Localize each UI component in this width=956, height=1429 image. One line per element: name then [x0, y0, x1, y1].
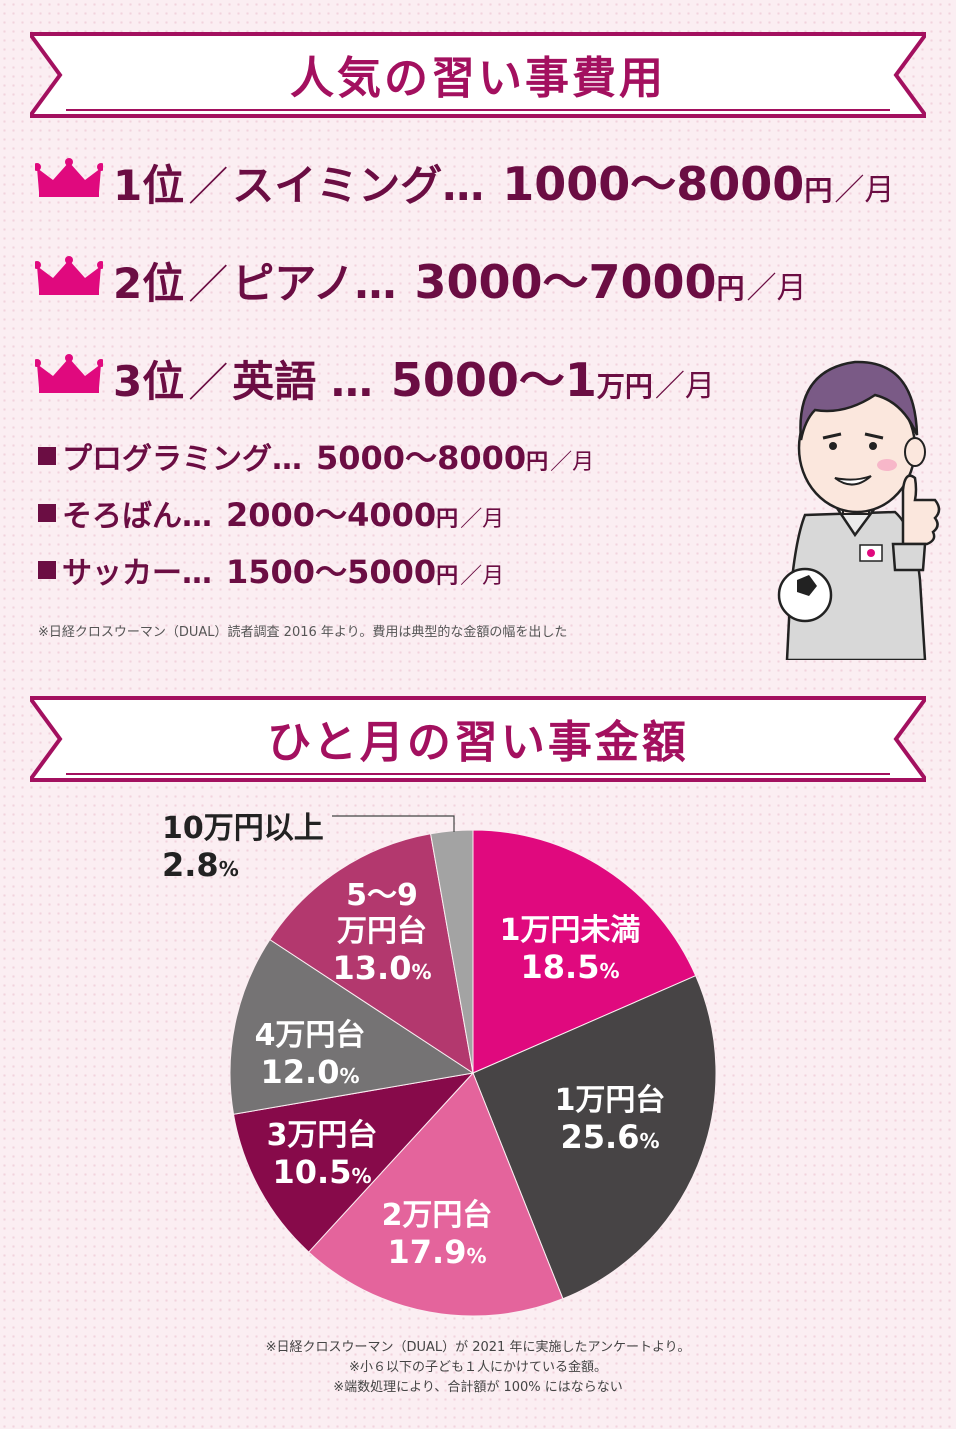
crown-icon [35, 158, 103, 197]
pie-slice [308, 1072, 564, 1317]
lesson-name: スイミング… [232, 161, 485, 210]
slice-label: 5～9 万円台 13.0% [333, 878, 432, 987]
section2-title: ひと月の習い事金額 [267, 717, 689, 768]
rank-separator: ／ [188, 262, 229, 308]
rank-row: 1位／スイミング… 1000～8000 円／月 [35, 148, 895, 211]
price-unit: 円 [436, 507, 459, 532]
survey-note: ※日経クロスウーマン（DUAL）読者調査 2016 年より。費用は典型的な金額の… [38, 625, 568, 640]
rank-label: 1位 [113, 161, 185, 210]
price-unit: 円 [436, 564, 459, 589]
footnote-3: ※端数処理により、合計額が 100% にはならない [333, 1380, 623, 1395]
price-period: ／月 [746, 271, 807, 306]
pie-slice [430, 829, 474, 1074]
leader-line [332, 815, 455, 832]
footnote-1: ※日経クロスウーマン（DUAL）が 2021 年に実施したアンケートより。 [265, 1340, 691, 1355]
price-period: ／月 [834, 173, 895, 208]
rank-separator: ／ [188, 360, 229, 406]
boy-thumbs-up-illustration [777, 360, 941, 660]
rank-separator: ／ [188, 164, 229, 210]
footnote-2: ※小６以下の子ども１人にかけている金額。 [349, 1360, 607, 1375]
section2-banner: ひと月の習い事金額 [30, 694, 926, 784]
lesson-name: プログラミング… [62, 442, 302, 477]
slice-label: 4万円台 12.0% [255, 1018, 366, 1091]
lesson-name: サッカー… [62, 556, 212, 591]
price-period: ／月 [550, 450, 595, 475]
crown-icon [35, 256, 103, 295]
price-range: 5000～1 [390, 353, 597, 407]
price-range: 5000～8000 [316, 439, 527, 477]
price-unit: 円 [526, 450, 549, 475]
price-period: ／月 [654, 369, 715, 404]
item-row: プログラミング… 5000～8000 円／月 [38, 433, 594, 479]
ribbon-banner-shape [30, 696, 926, 782]
price-range: 1500～5000 [226, 553, 437, 591]
footnotes: ※日経クロスウーマン（DUAL）が 2021 年に実施したアンケートより。 ※小… [0, 1338, 956, 1398]
bullet-square-icon [38, 504, 56, 522]
price-unit: 円 [716, 272, 745, 305]
lesson-name: そろばん… [62, 499, 212, 534]
lesson-name: 英語 … [232, 357, 373, 406]
price-period: ／月 [460, 507, 505, 532]
pie-slice [472, 975, 717, 1300]
rank-label: 2位 [113, 259, 185, 308]
rank-label: 3位 [113, 357, 185, 406]
price-range: 2000～4000 [226, 496, 437, 534]
item-row: サッカー… 1500～5000 円／月 [38, 547, 504, 593]
slice-label: 2万円台 17.9% [382, 1198, 493, 1271]
pie-slice [232, 1072, 475, 1253]
pie-slice [229, 938, 475, 1115]
section1-banner: 人気の習い事費用 [30, 30, 926, 120]
crown-icon [35, 354, 103, 393]
slice-label: 10万円以上 2.8% [162, 811, 324, 884]
pie-slice [269, 833, 474, 1075]
section1-title: 人気の習い事費用 [290, 53, 666, 104]
bullet-square-icon [38, 447, 56, 465]
rank-row: 2位／ピアノ… 3000～7000 円／月 [35, 246, 807, 309]
price-period: ／月 [460, 564, 505, 589]
ribbon-banner-shape [30, 32, 926, 118]
price-unit: 円 [804, 174, 833, 207]
rank-row: 3位／英語 … 5000～1 万円 ／月 [35, 344, 715, 407]
pie-slice [472, 829, 697, 1074]
item-row: そろばん… 2000～4000 円／月 [38, 490, 504, 536]
price-unit: 万円 [596, 370, 653, 403]
price-range: 1000～8000 [502, 157, 805, 211]
slice-label: 1万円未満 18.5% [500, 913, 641, 986]
bullet-square-icon [38, 561, 56, 579]
slice-label: 3万円台 10.5% [267, 1118, 378, 1191]
price-range: 3000～7000 [414, 255, 717, 309]
lesson-name: ピアノ… [232, 259, 397, 308]
slice-label: 1万円台 25.6% [555, 1083, 666, 1156]
